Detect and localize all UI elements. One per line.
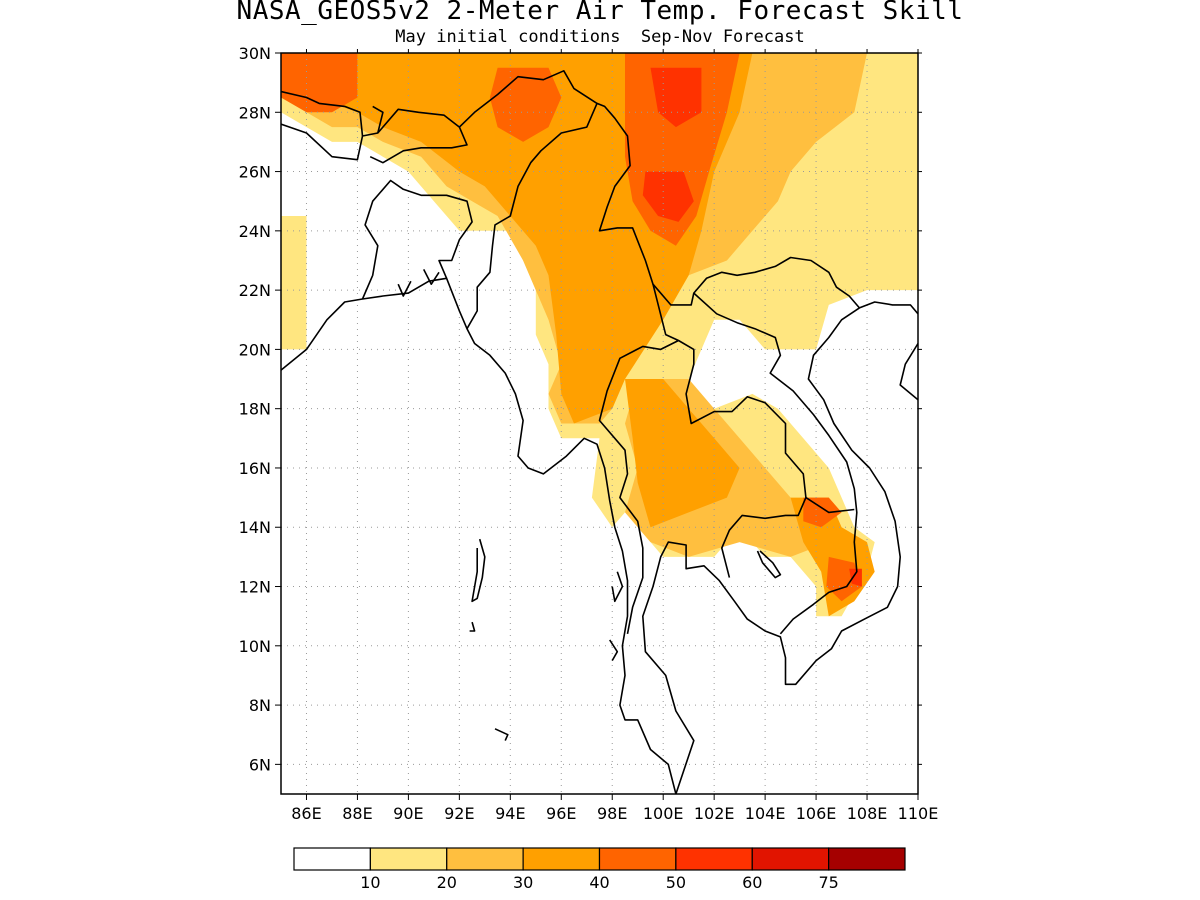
boundary-line bbox=[609, 639, 619, 661]
boundary-line bbox=[756, 550, 782, 579]
lon-tick-label: 108E bbox=[847, 804, 888, 823]
lon-tick-label: 88E bbox=[342, 804, 372, 823]
map-subtitle: May initial conditions Sep-Nov Forecast bbox=[395, 27, 805, 47]
lat-tick-label: 22N bbox=[239, 281, 271, 300]
lat-tick-label: 14N bbox=[239, 518, 271, 537]
boundary-line bbox=[693, 292, 858, 635]
boundary-line bbox=[458, 70, 598, 128]
boundary-line bbox=[899, 343, 918, 401]
colorbar-swatch bbox=[751, 847, 830, 871]
lon-tick-label: 110E bbox=[898, 804, 939, 823]
lat-tick-label: 30N bbox=[239, 44, 271, 63]
colorbar-label: 60 bbox=[742, 873, 762, 892]
boundary-line bbox=[805, 496, 855, 514]
colorbar-label: 10 bbox=[360, 873, 380, 892]
boundary-line bbox=[372, 105, 384, 134]
lon-tick-label: 90E bbox=[393, 804, 423, 823]
colorbar-label: 50 bbox=[666, 873, 686, 892]
lon-tick-label: 92E bbox=[444, 804, 474, 823]
lat-tick-label: 20N bbox=[239, 340, 271, 359]
lat-tick-label: 26N bbox=[239, 163, 271, 182]
boundary-line bbox=[281, 90, 364, 137]
lon-tick-label: 102E bbox=[694, 804, 735, 823]
skill-region-50 bbox=[642, 171, 694, 222]
lon-tick-label: 96E bbox=[546, 804, 576, 823]
map-frame bbox=[280, 52, 919, 795]
lon-tick-label: 104E bbox=[745, 804, 786, 823]
lat-tick-label: 16N bbox=[239, 459, 271, 478]
skill-region-10 bbox=[281, 216, 307, 350]
colorbar-label: 40 bbox=[589, 873, 609, 892]
colorbar-swatch bbox=[293, 847, 371, 871]
skill-region-30 bbox=[625, 379, 740, 528]
boundary-line bbox=[466, 102, 861, 330]
colorbar: 10 20 30 40 50 60 75 bbox=[293, 847, 906, 892]
colorbar-swatch bbox=[522, 847, 601, 871]
lon-tick-label: 106E bbox=[796, 804, 837, 823]
colorbar-swatch bbox=[598, 847, 677, 871]
lon-tick-label: 94E bbox=[495, 804, 525, 823]
boundary-line bbox=[397, 280, 412, 297]
map-title: NASA_GEOS5v2 2-Meter Air Temp. Forecast … bbox=[236, 0, 964, 26]
colorbar-label: 75 bbox=[818, 873, 838, 892]
skill-shading-layer bbox=[281, 53, 918, 617]
lon-tick-label: 100E bbox=[643, 804, 684, 823]
colorbar-swatch bbox=[446, 847, 524, 871]
colorbar-swatch bbox=[369, 847, 448, 871]
boundary-line bbox=[281, 108, 468, 164]
boundary-line bbox=[652, 284, 807, 578]
lon-tick-label: 86E bbox=[291, 804, 321, 823]
lat-tick-label: 10N bbox=[239, 637, 271, 656]
colorbar-label: 20 bbox=[437, 873, 457, 892]
colorbar-swatch bbox=[675, 847, 753, 871]
skill-region-50 bbox=[650, 67, 702, 128]
lat-tick-label: 12N bbox=[239, 578, 271, 597]
lat-tick-label: 6N bbox=[249, 755, 271, 774]
coastline-and-borders bbox=[281, 70, 918, 794]
lat-tick-label: 8N bbox=[249, 696, 271, 715]
longitude-tick-labels: 86E 88E 90E 92E 94E 96E 98E 100E 102E 104E 106E 108… bbox=[291, 49, 938, 823]
boundary-line bbox=[361, 179, 473, 300]
lat-tick-label: 24N bbox=[239, 222, 271, 241]
lat-tick-label: 18N bbox=[239, 400, 271, 419]
colorbar-label: 30 bbox=[513, 873, 533, 892]
skill-region-50 bbox=[849, 568, 862, 587]
boundary-line bbox=[469, 621, 476, 632]
skill-region-40 bbox=[281, 53, 358, 113]
boundary-line bbox=[422, 269, 440, 285]
boundary-line bbox=[494, 728, 509, 741]
latitude-tick-labels: 6N 8N 10N 12N 14N 16N 18N 20N 22N 24N 26N 28N 30N bbox=[239, 44, 922, 774]
lat-tick-label: 28N bbox=[239, 103, 271, 122]
lat-lon-gridlines bbox=[281, 53, 918, 794]
skill-region-40 bbox=[803, 497, 842, 528]
colorbar-swatch bbox=[828, 847, 906, 871]
boundary-line bbox=[642, 301, 918, 794]
boundary-line bbox=[598, 339, 679, 635]
boundary-line bbox=[611, 571, 624, 603]
boundary-line bbox=[471, 538, 486, 603]
lon-tick-label: 98E bbox=[597, 804, 627, 823]
